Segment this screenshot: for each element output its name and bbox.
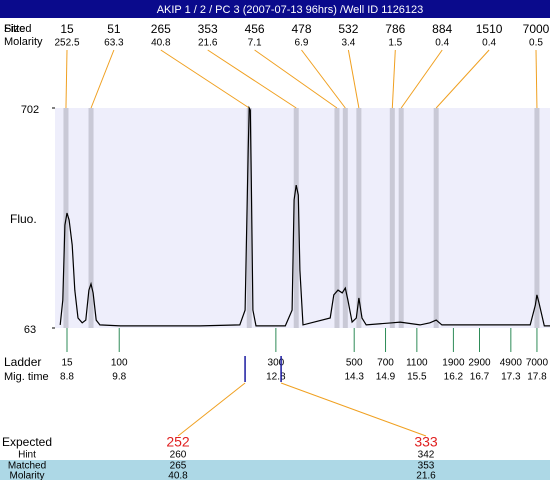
ladder-time: 8.8: [60, 372, 74, 383]
peak-connector: [65, 49, 68, 109]
expected-value: 252: [166, 434, 190, 450]
molarity-value: 40.8: [168, 471, 188, 480]
matched-value: 353: [418, 461, 435, 472]
peak-molarity: 0.4: [482, 38, 496, 49]
peak-band: [356, 108, 362, 328]
molarity-label: Molarity: [4, 36, 43, 48]
trace: [59, 105, 550, 327]
ladder-size: 700: [377, 358, 394, 369]
ladder-size: 15: [61, 358, 73, 369]
peak-connector: [535, 49, 538, 109]
ladder-size: 4900: [500, 358, 523, 369]
peak-size: 456: [245, 22, 265, 36]
ladder-time: 15.5: [407, 372, 427, 383]
peak-molarity: 40.8: [151, 38, 171, 49]
peak-connector: [347, 49, 360, 109]
peak-connector: [435, 49, 490, 109]
peak-connector: [391, 49, 396, 109]
hint-header: Hint: [18, 450, 36, 461]
title-bar: [0, 0, 550, 18]
peak-band: [334, 108, 340, 328]
ladder-size: 1900: [442, 358, 465, 369]
peak-size: 786: [385, 22, 405, 36]
matched-rows-bg: [0, 460, 550, 480]
title: AKIP 1 / 2 / PC 3 (2007-07-13 96hrs) /We…: [157, 4, 424, 16]
ladder-time: 14.9: [376, 372, 396, 383]
matched-value: 265: [170, 461, 187, 472]
ladder-time: 9.8: [112, 372, 126, 383]
peak-size: 353: [198, 22, 218, 36]
peak-molarity: 6.9: [295, 38, 309, 49]
hint-value: 342: [418, 450, 435, 461]
peak-molarity: 63.3: [104, 38, 124, 49]
ladder-time: 14.3: [344, 372, 364, 383]
peak-size: 7000: [523, 22, 550, 36]
peak-size: 478: [291, 22, 311, 36]
peak-band: [342, 108, 348, 328]
fitted-label: Fitted: [4, 23, 32, 35]
expected-header: Expected: [2, 435, 52, 449]
peak-band: [88, 108, 94, 328]
molarity-header: Molarity: [9, 471, 44, 480]
ladder-time: 17.8: [527, 372, 547, 383]
mig-time-label: Mig. time: [4, 371, 49, 383]
ladder-size: 300: [268, 358, 285, 369]
expected-connector: [177, 382, 246, 437]
peak-size: 884: [432, 22, 452, 36]
peak-molarity: 7.1: [248, 38, 262, 49]
ladder-time: 16.7: [470, 372, 490, 383]
peak-connector: [160, 49, 250, 109]
plot-area: [55, 108, 550, 328]
peak-molarity: 3.4: [341, 38, 355, 49]
peak-molarity: 252.5: [54, 38, 79, 49]
y-tick-label: 63: [24, 324, 36, 336]
peak-size: 265: [151, 22, 171, 36]
peak-molarity: 0.4: [435, 38, 449, 49]
peak-connector: [400, 49, 443, 109]
peak-size: 532: [338, 22, 358, 36]
y-tick-label: 702: [21, 104, 39, 116]
peak-connector: [254, 49, 338, 109]
ladder-size: 7000: [526, 358, 549, 369]
peak-size: 15: [60, 22, 74, 36]
ladder-time: 17.3: [501, 372, 521, 383]
ladder-label: Ladder: [4, 355, 41, 369]
peak-band: [293, 108, 299, 328]
expected-value: 333: [414, 434, 438, 450]
peak-connector: [90, 49, 115, 109]
ladder-size: 500: [346, 358, 363, 369]
peak-connector: [207, 49, 297, 109]
peak-molarity: 1.5: [388, 38, 402, 49]
peak-band: [398, 108, 404, 328]
molarity-value: 21.6: [416, 471, 436, 480]
peak-molarity: 21.6: [198, 38, 218, 49]
peak-band: [246, 108, 252, 328]
hint-value: 260: [170, 450, 187, 461]
matched-header: Matched: [8, 461, 46, 472]
peak-size: 1510: [476, 22, 503, 36]
peak-band: [389, 108, 395, 328]
peak-size: 51: [107, 22, 121, 36]
peak-connector: [301, 49, 346, 109]
peak-molarity: 0.5: [529, 38, 543, 49]
peak-band: [534, 108, 540, 328]
size-label: Size: [4, 23, 25, 35]
expected-connector: [280, 382, 427, 437]
ladder-size: 1100: [406, 358, 428, 369]
y-axis-label: Fluo.: [10, 212, 37, 226]
ladder-size: 100: [111, 358, 128, 369]
ladder-size: 2900: [468, 358, 491, 369]
ladder-time: 16.2: [444, 372, 464, 383]
peak-band: [433, 108, 439, 328]
ladder-time: 12.8: [266, 372, 286, 383]
